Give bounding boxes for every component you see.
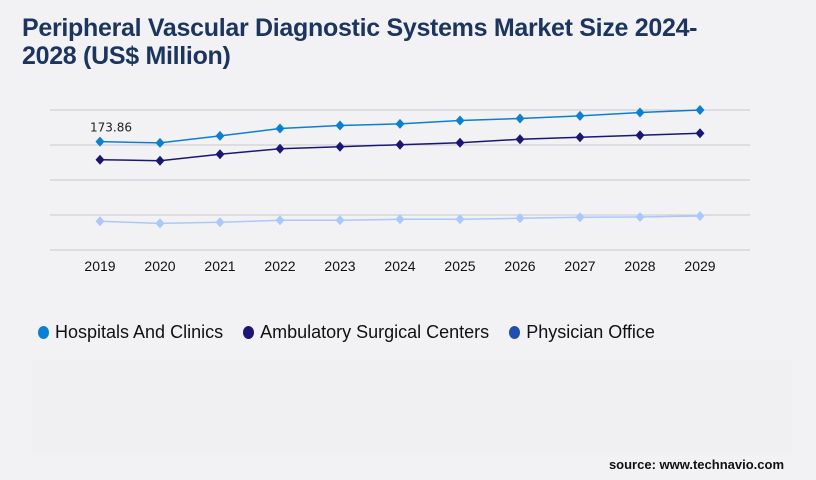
legend-label: Hospitals And Clinics xyxy=(55,322,224,342)
data-point xyxy=(575,212,585,223)
legend-item-ambulatory: Ambulatory Surgical Centers xyxy=(243,322,489,343)
data-point xyxy=(275,123,285,134)
data-point xyxy=(695,210,705,221)
data-point xyxy=(635,107,645,118)
x-tick-label: 2020 xyxy=(144,258,175,274)
data-point xyxy=(95,154,105,165)
legend-marker-icon xyxy=(509,326,521,339)
x-tick-label: 2022 xyxy=(264,258,295,274)
data-point xyxy=(95,216,105,227)
chart-title: Peripheral Vascular Diagnostic Systems M… xyxy=(22,14,698,70)
legend-marker-icon xyxy=(38,326,49,339)
data-point xyxy=(395,139,405,150)
data-point xyxy=(575,110,585,121)
legend: Hospitals And Clinics Ambulatory Surgica… xyxy=(38,322,655,343)
data-point xyxy=(395,214,405,225)
x-tick-label: 2024 xyxy=(384,258,415,274)
data-point xyxy=(275,143,285,154)
data-point xyxy=(635,130,645,141)
legend-label: Ambulatory Surgical Centers xyxy=(260,322,490,342)
data-point xyxy=(395,118,405,129)
data-point xyxy=(335,120,345,131)
data-point xyxy=(695,105,705,115)
data-point xyxy=(275,215,285,226)
data-label: 173.86 xyxy=(90,121,132,135)
data-point xyxy=(215,130,225,141)
legend-item-physician: Physician Office xyxy=(509,322,655,343)
data-point xyxy=(695,128,705,139)
data-point xyxy=(215,217,225,228)
data-point xyxy=(575,132,585,143)
data-point xyxy=(95,136,105,147)
line-chart: 2019 2020 2021 2022 2023 2024 2025 2026 2027 2028… xyxy=(50,105,750,274)
data-point xyxy=(455,115,465,126)
data-point xyxy=(155,218,165,229)
x-tick-label: 2019 xyxy=(84,258,115,274)
data-point xyxy=(635,211,645,222)
legend-item-hospitals: Hospitals And Clinics xyxy=(38,322,223,343)
data-point xyxy=(335,215,345,226)
x-tick-label: 2027 xyxy=(564,258,595,274)
source-text: source: www.technavio.com xyxy=(608,457,784,472)
x-tick-label: 2029 xyxy=(684,258,715,274)
data-point xyxy=(455,137,465,148)
x-tick-label: 2026 xyxy=(504,258,535,274)
data-point xyxy=(515,113,525,124)
background-panel xyxy=(32,360,792,455)
data-point xyxy=(335,141,345,152)
data-point xyxy=(215,149,225,160)
x-tick-label: 2028 xyxy=(624,258,655,274)
legend-label: Physician Office xyxy=(526,322,655,342)
data-point xyxy=(155,155,165,166)
x-tick-label: 2023 xyxy=(324,258,355,274)
data-point xyxy=(455,214,465,225)
x-tick-label: 2025 xyxy=(444,258,475,274)
x-tick-label: 2021 xyxy=(204,258,235,274)
data-point xyxy=(515,213,525,224)
data-point xyxy=(155,137,165,148)
data-point xyxy=(515,134,525,145)
legend-marker-icon xyxy=(243,326,255,339)
